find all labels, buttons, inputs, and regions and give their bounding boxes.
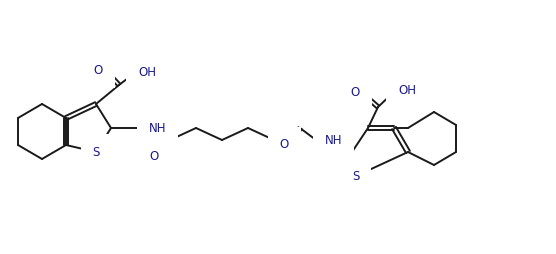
Text: S: S [353, 169, 360, 183]
Text: O: O [150, 151, 159, 164]
Text: OH: OH [138, 66, 156, 78]
Text: O: O [280, 138, 289, 151]
Text: O: O [351, 87, 360, 100]
Text: NH: NH [149, 121, 166, 135]
Text: OH: OH [398, 84, 416, 97]
Text: S: S [92, 146, 100, 158]
Text: NH: NH [325, 134, 342, 147]
Text: O: O [94, 64, 103, 76]
